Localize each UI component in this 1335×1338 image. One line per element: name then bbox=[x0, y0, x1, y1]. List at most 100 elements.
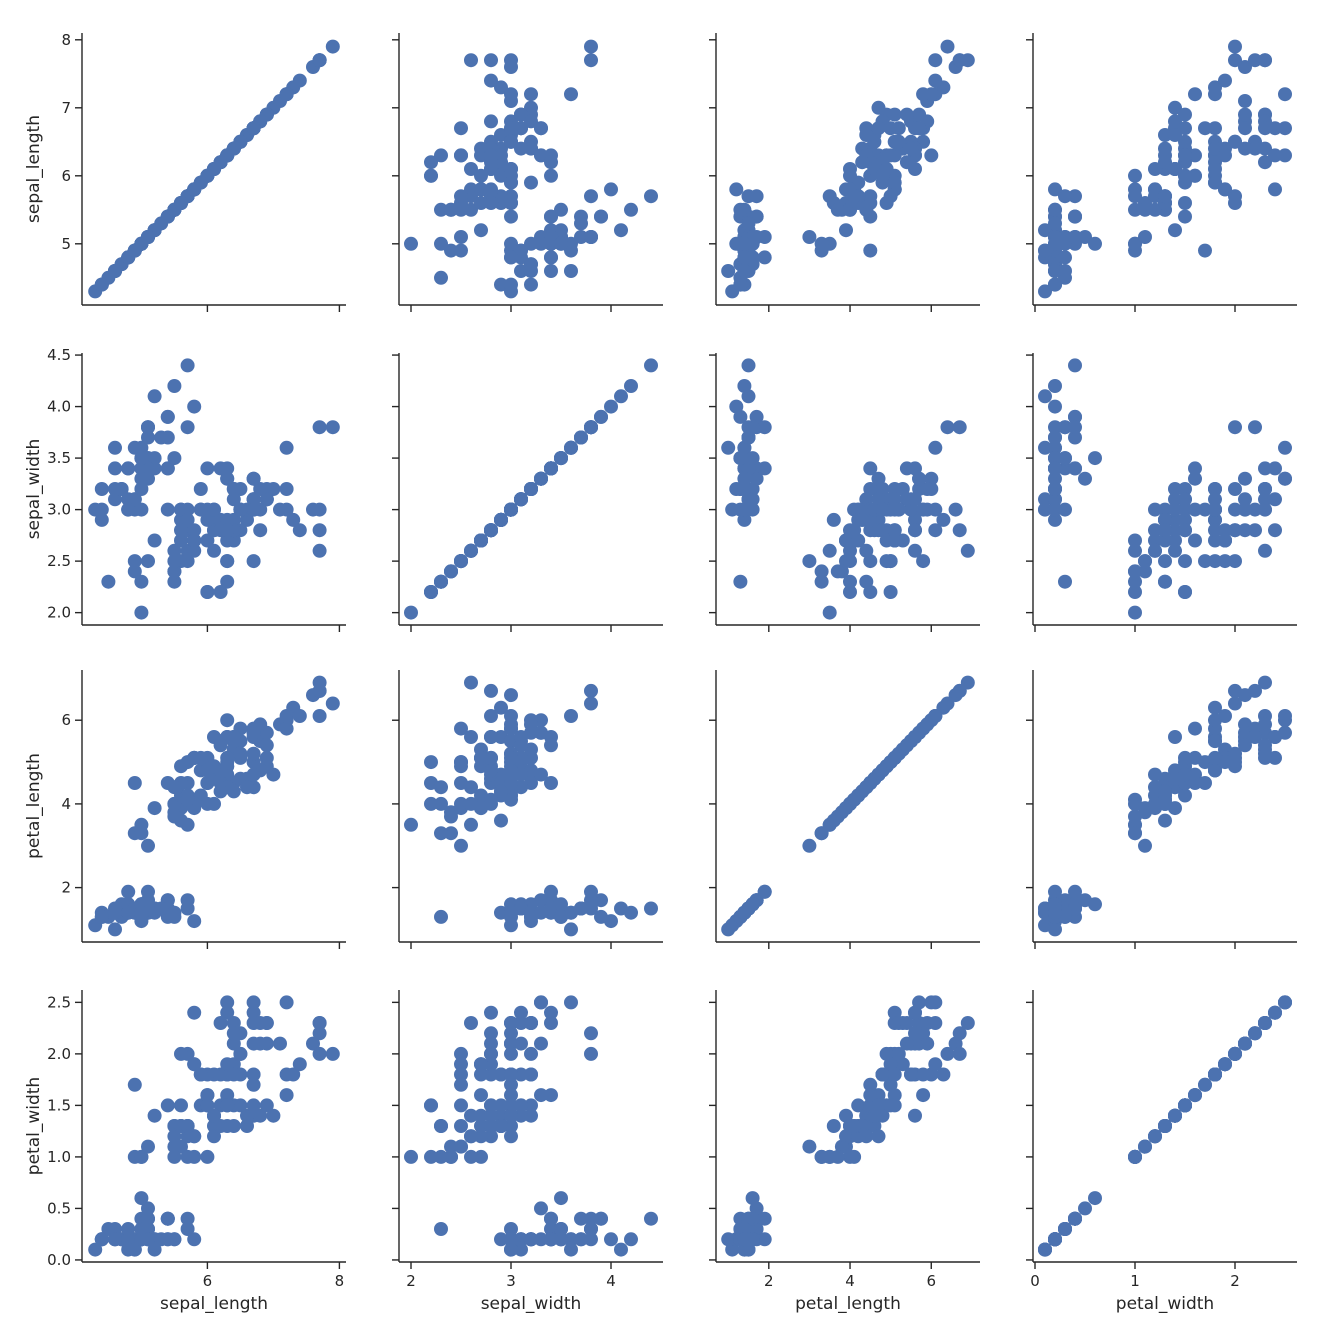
data-point bbox=[899, 738, 914, 753]
data-point bbox=[454, 1046, 468, 1061]
data-point bbox=[259, 492, 274, 507]
data-point bbox=[141, 838, 155, 853]
data-point bbox=[604, 1232, 618, 1247]
data-point bbox=[1068, 420, 1082, 435]
data-point bbox=[534, 1088, 548, 1103]
data-point bbox=[226, 1026, 241, 1041]
data-point bbox=[1208, 512, 1222, 527]
data-point bbox=[94, 277, 109, 292]
data-point bbox=[1048, 420, 1062, 435]
data-point bbox=[220, 1057, 235, 1072]
data-point bbox=[141, 1139, 155, 1154]
data-point bbox=[454, 1057, 468, 1072]
data-point bbox=[187, 914, 202, 929]
data-point bbox=[484, 1129, 498, 1144]
data-point bbox=[444, 1139, 458, 1154]
data-point bbox=[887, 750, 902, 765]
data-point bbox=[1188, 502, 1202, 517]
data-point bbox=[584, 39, 598, 54]
data-point bbox=[564, 995, 578, 1010]
data-point bbox=[246, 554, 261, 569]
data-point bbox=[1048, 482, 1062, 496]
data-point bbox=[584, 1046, 598, 1061]
data-point bbox=[434, 826, 448, 841]
data-point bbox=[193, 502, 208, 517]
data-point bbox=[1258, 155, 1272, 170]
data-point bbox=[1058, 574, 1072, 589]
data-point bbox=[141, 554, 155, 569]
data-point bbox=[134, 605, 149, 620]
data-point bbox=[484, 73, 498, 88]
data-point bbox=[1158, 512, 1172, 527]
data-point bbox=[454, 838, 468, 853]
data-point bbox=[879, 196, 894, 210]
data-point bbox=[187, 399, 202, 414]
data-point bbox=[584, 1211, 598, 1226]
data-point bbox=[259, 1036, 274, 1051]
data-point bbox=[1178, 482, 1192, 496]
panel-petal_width-vs-petal_length: 2 4 6 petal_length bbox=[709, 990, 980, 1314]
data-point bbox=[279, 1088, 294, 1103]
data-point bbox=[830, 202, 845, 217]
data-point bbox=[504, 750, 518, 765]
data-point bbox=[814, 826, 829, 841]
data-point bbox=[167, 379, 182, 393]
data-point bbox=[434, 148, 448, 163]
data-point bbox=[187, 1232, 202, 1247]
data-point bbox=[757, 884, 772, 899]
data-point bbox=[1248, 502, 1262, 517]
data-point bbox=[863, 1077, 878, 1092]
data-point bbox=[484, 730, 498, 744]
data-point bbox=[936, 1067, 951, 1082]
data-point bbox=[141, 1201, 155, 1216]
data-point bbox=[1148, 767, 1162, 782]
data-point bbox=[1228, 134, 1242, 149]
data-point bbox=[464, 796, 478, 811]
data-point bbox=[887, 1098, 902, 1113]
data-point bbox=[1188, 1088, 1202, 1103]
data-point bbox=[908, 492, 922, 507]
data-point bbox=[1138, 554, 1152, 569]
data-point bbox=[524, 175, 538, 190]
data-point bbox=[200, 585, 215, 599]
data-point bbox=[200, 1098, 215, 1113]
data-point bbox=[504, 1129, 518, 1144]
y-tick-label: 4 bbox=[61, 795, 71, 813]
data-point bbox=[494, 512, 508, 527]
data-point bbox=[847, 1149, 862, 1164]
data-point bbox=[504, 53, 518, 68]
data-point bbox=[1168, 533, 1182, 548]
data-point bbox=[434, 909, 448, 924]
data-point bbox=[847, 1119, 862, 1133]
data-point bbox=[584, 1222, 598, 1236]
data-point bbox=[1048, 512, 1062, 527]
data-point bbox=[594, 1211, 608, 1226]
data-point bbox=[312, 502, 327, 517]
data-point bbox=[127, 440, 142, 455]
data-point bbox=[554, 897, 568, 912]
data-point bbox=[1188, 168, 1202, 183]
data-point bbox=[960, 1016, 975, 1030]
data-point bbox=[847, 523, 862, 538]
data-point bbox=[514, 107, 528, 122]
data-point bbox=[141, 420, 155, 435]
data-point bbox=[916, 554, 931, 569]
data-point bbox=[226, 734, 241, 749]
data-point bbox=[180, 1211, 195, 1226]
data-point bbox=[544, 1088, 558, 1103]
data-point bbox=[141, 230, 155, 244]
data-point bbox=[574, 1232, 588, 1247]
data-point bbox=[1068, 189, 1082, 204]
data-point bbox=[1178, 502, 1192, 517]
data-point bbox=[1258, 53, 1272, 68]
data-point bbox=[604, 399, 618, 414]
data-point bbox=[1038, 389, 1052, 404]
data-point bbox=[544, 168, 558, 183]
data-point bbox=[1088, 1191, 1102, 1206]
data-point bbox=[1218, 554, 1232, 569]
data-point bbox=[108, 461, 122, 476]
data-point bbox=[1058, 189, 1072, 204]
data-point bbox=[141, 884, 155, 899]
data-point bbox=[246, 1067, 261, 1082]
data-point bbox=[1228, 39, 1242, 54]
